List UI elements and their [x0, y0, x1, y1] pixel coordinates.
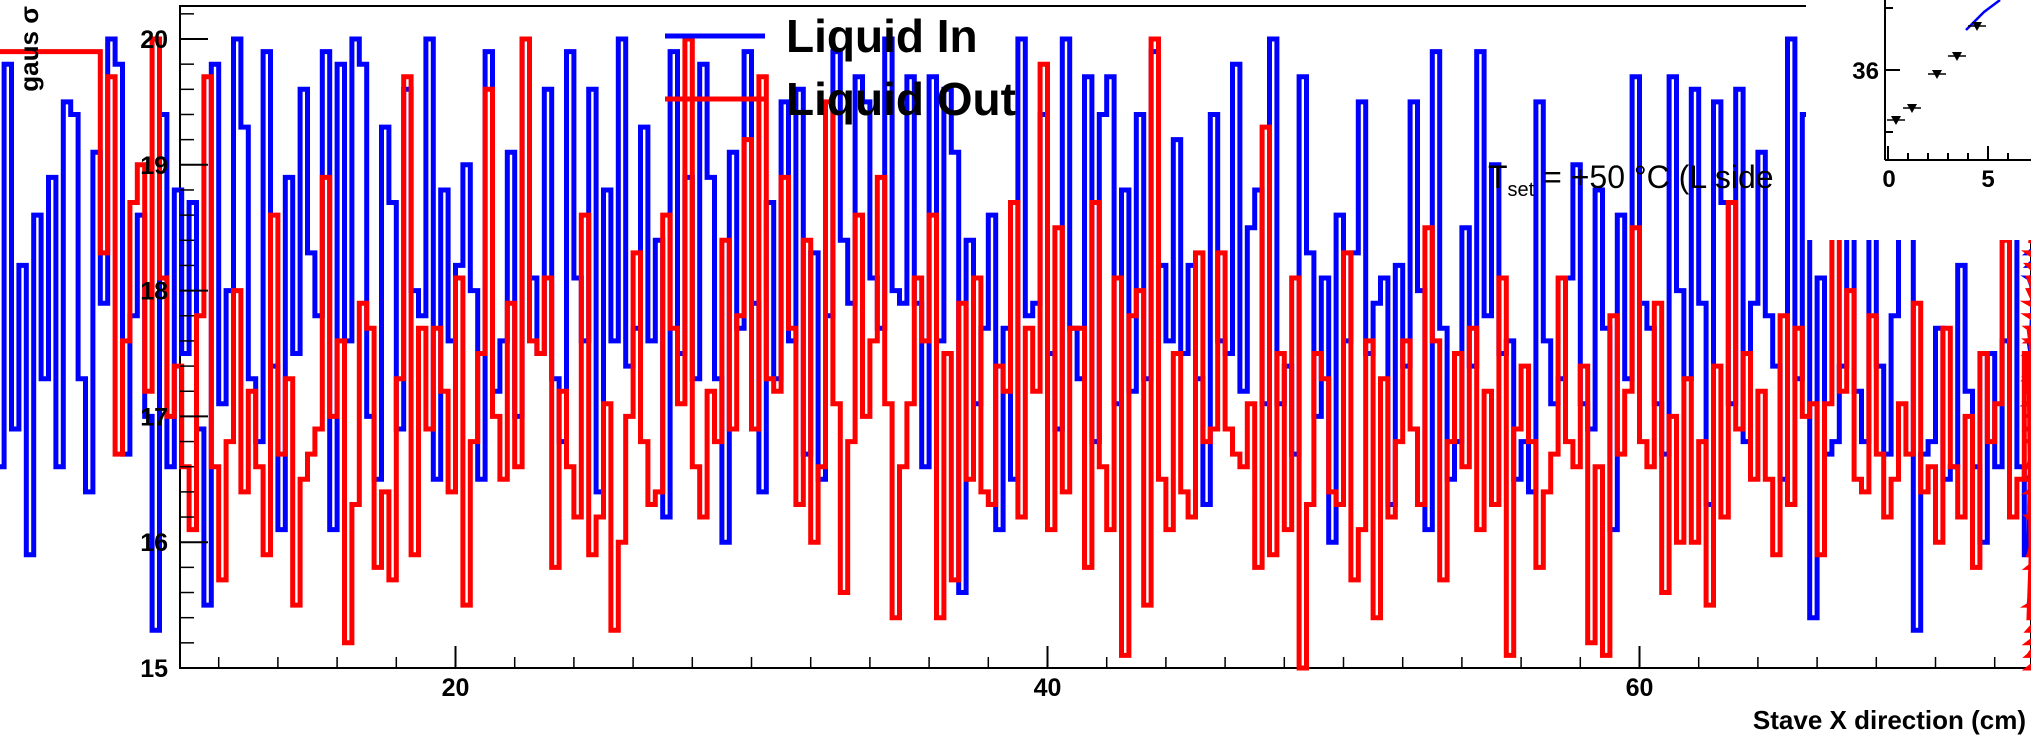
legend: Liquid In Liquid Out — [665, 10, 1016, 125]
y-axis-title: gaus σ — [14, 6, 44, 92]
inset-fit-line — [1965, 0, 2001, 31]
y-tick-label: 18 — [140, 278, 168, 306]
series-line-liquid-out — [0, 36, 2031, 671]
y-tick-label: 19 — [140, 152, 168, 180]
legend-label-liquid-out: Liquid Out — [786, 73, 1016, 125]
y-tick-label: 15 — [140, 655, 168, 683]
x-tick-label: 60 — [1626, 674, 1654, 702]
inset-background — [1806, 0, 2031, 240]
x-tick-label: 40 — [1034, 674, 1062, 702]
annotation-subscript: set — [1508, 179, 1535, 201]
y-tick-label: 17 — [140, 403, 168, 431]
inset-x-tick-label-0: 0 — [1882, 166, 1895, 193]
annotation-prefix: T — [1488, 159, 1508, 195]
inset-x-tick-label-5: 5 — [1981, 166, 1994, 193]
y-tick-label: 20 — [140, 26, 168, 54]
x-tick-label: 20 — [442, 674, 470, 702]
inset-y-tick-label: 36 — [1852, 58, 1879, 85]
x-axis-title: Stave X direction (cm) — [1753, 705, 2026, 735]
annotation-suffix: = +50 °C (L side — [1534, 159, 1773, 195]
y-tick-label: 16 — [140, 529, 168, 557]
series-layer — [0, 36, 2031, 671]
ticks-layer: 20406080100120151617181920 — [140, 13, 1996, 702]
inset-data-markers — [1887, 22, 1986, 125]
legend-label-liquid-in: Liquid In — [786, 10, 978, 62]
temperature-annotation: Tset = +50 °C (L side — [1488, 159, 1774, 201]
inset-plot: 36 0 5 — [1806, 0, 2031, 240]
